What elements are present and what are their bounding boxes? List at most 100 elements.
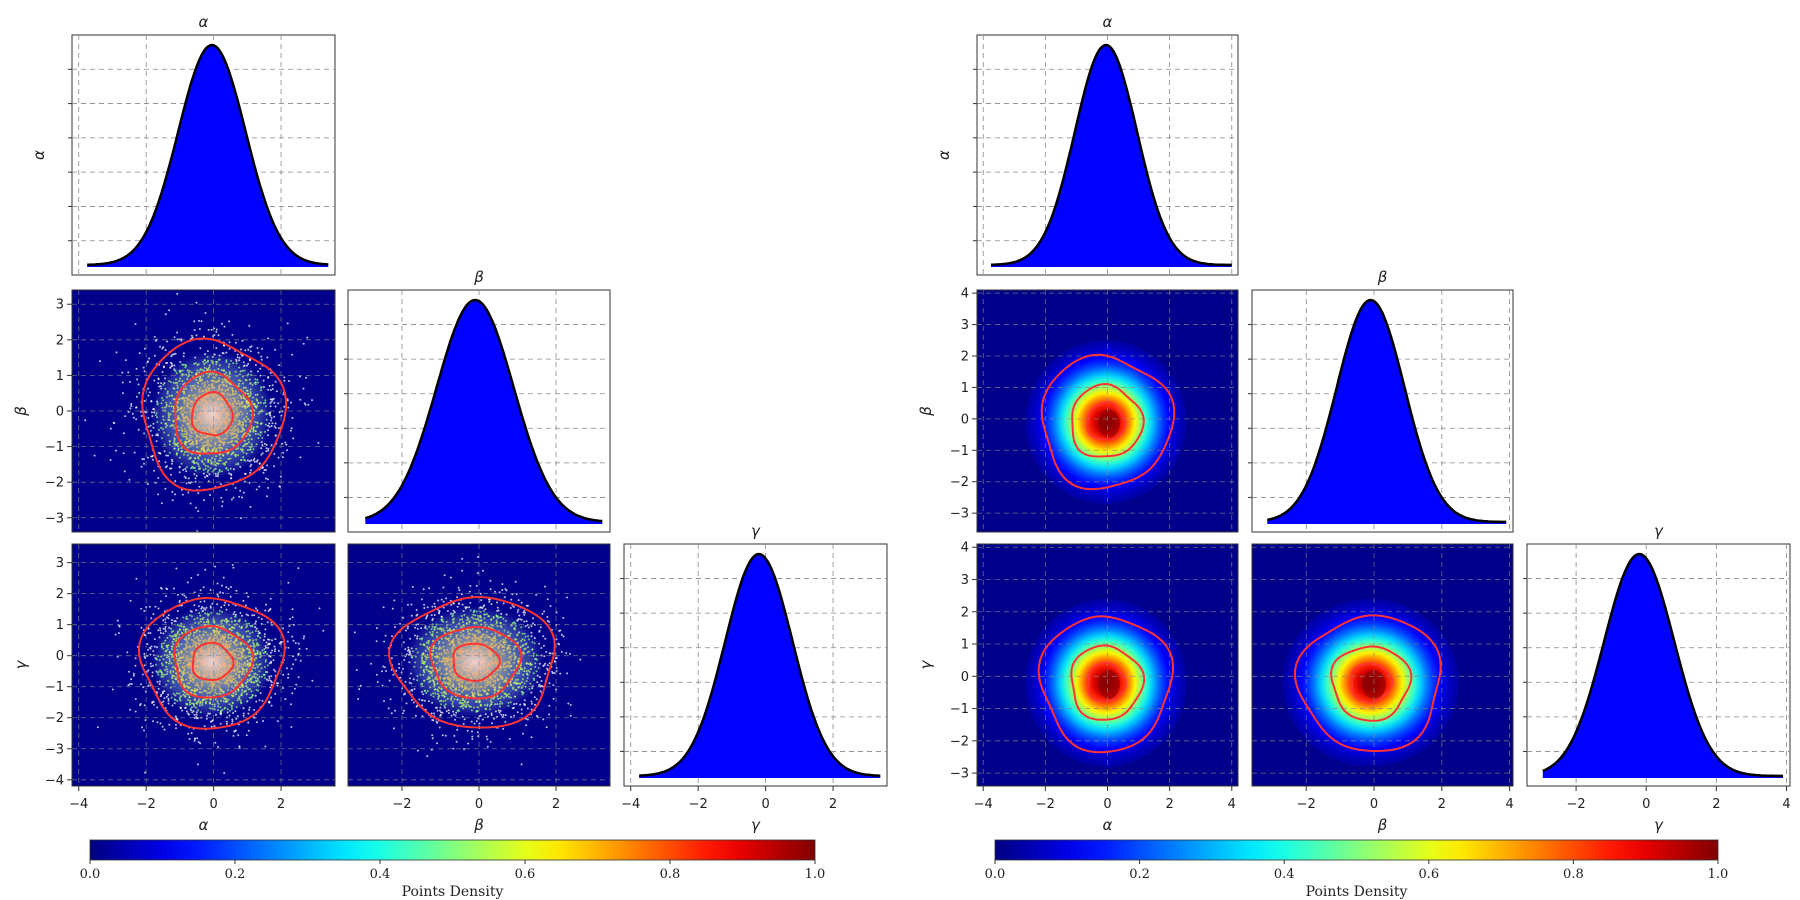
scatter-point <box>249 350 252 353</box>
scatter-point <box>276 684 279 687</box>
scatter-point <box>176 593 179 596</box>
scatter-point <box>259 367 262 370</box>
scatter-point <box>164 621 167 624</box>
scatter-point <box>525 620 528 623</box>
scatter-point <box>289 429 292 432</box>
scatter-point <box>250 469 252 472</box>
scatter-point <box>164 313 167 316</box>
scatter-point <box>532 622 534 625</box>
scatter-point <box>178 601 181 603</box>
scatter-point <box>520 601 523 604</box>
scatter-point <box>197 605 200 608</box>
scatter-point <box>241 339 244 342</box>
scatter-point <box>481 718 484 721</box>
scatter-point <box>481 569 484 572</box>
scatter-point <box>370 662 372 665</box>
y-tick-label: 3 <box>56 556 64 571</box>
scatter-point <box>381 684 384 687</box>
scatter-point <box>456 596 459 599</box>
scatter-point <box>290 427 293 430</box>
scatter-point <box>140 415 143 417</box>
scatter-point <box>274 426 277 429</box>
scatter-point <box>134 323 137 326</box>
scatter-point <box>261 466 264 469</box>
scatter-point <box>128 683 131 686</box>
scatter-point <box>164 461 167 464</box>
scatter-point <box>157 607 160 610</box>
scatter-point <box>281 456 284 459</box>
scatter-point <box>283 405 286 408</box>
scatter-point <box>270 696 272 699</box>
y-tick-label: 3 <box>56 298 64 313</box>
scatter-point <box>129 708 132 711</box>
scatter-point <box>535 593 538 596</box>
scatter-point <box>111 688 114 691</box>
scatter-point <box>416 749 419 752</box>
scatter-point <box>533 623 536 626</box>
scatter-point <box>171 704 174 707</box>
scatter-point <box>140 607 143 610</box>
contour-line <box>174 370 255 455</box>
scatter-point <box>151 675 154 678</box>
scatter-point <box>270 675 273 678</box>
scatter-point <box>271 639 273 642</box>
scatter-point <box>205 717 208 720</box>
scatter-point <box>253 460 256 463</box>
scatter-point <box>250 463 253 466</box>
scatter-point <box>122 432 125 435</box>
scatter-point <box>231 718 234 721</box>
scatter-point <box>435 720 438 723</box>
scatter-point <box>234 729 237 732</box>
x-tick-label: 2 <box>829 797 837 812</box>
scatter-point <box>269 389 272 391</box>
scatter-point <box>274 670 277 673</box>
scatter-point <box>149 424 152 427</box>
scatter-point <box>445 597 448 600</box>
scatter-point <box>181 493 184 496</box>
scatter-point <box>197 492 200 495</box>
scatter-point <box>172 353 175 356</box>
scatter-point <box>523 609 526 612</box>
scatter-point <box>261 452 264 455</box>
scatter-point <box>513 714 516 717</box>
scatter-point <box>167 617 170 620</box>
scatter-point <box>514 580 517 583</box>
scatter-point <box>160 502 163 505</box>
scatter-point <box>224 601 227 604</box>
scatter-point <box>245 734 248 737</box>
scatter-point <box>546 598 549 601</box>
scatter-point <box>200 320 203 323</box>
scatter-point <box>297 642 300 645</box>
scatter-point <box>276 720 279 723</box>
scatter-point <box>565 652 568 655</box>
scatter-point <box>292 639 295 642</box>
scatter-point <box>197 510 200 513</box>
scatter-point <box>195 334 198 337</box>
scatter-point <box>225 729 228 732</box>
scatter-point <box>273 650 276 653</box>
scatter-point <box>274 422 277 425</box>
scatter-point <box>286 449 288 452</box>
scatter-point <box>298 375 301 378</box>
scatter-point <box>146 483 149 486</box>
xlabel: α <box>199 816 209 834</box>
x-tick-label: 0 <box>761 797 769 812</box>
scatter-point <box>219 722 222 725</box>
scatter-point <box>560 633 563 636</box>
scatter-point <box>232 566 235 569</box>
scatter-point <box>266 464 269 467</box>
scatter-point <box>454 718 456 721</box>
scatter-point <box>261 347 263 350</box>
scatter-point <box>410 614 413 617</box>
scatter-point <box>196 737 199 740</box>
scatter-point <box>147 387 150 390</box>
scatter-point <box>114 633 117 636</box>
scatter-point <box>412 701 415 704</box>
scatter-point <box>261 700 264 702</box>
scatter-point <box>197 763 199 766</box>
scatter-point <box>403 659 406 661</box>
scatter-point <box>441 734 444 737</box>
scatter-point <box>258 699 261 702</box>
scatter-point <box>282 393 285 396</box>
